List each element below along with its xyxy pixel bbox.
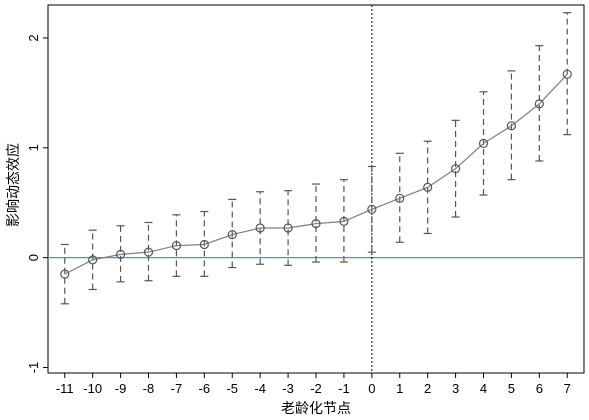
- data-point: [255, 223, 265, 233]
- x-tick-label: 2: [424, 381, 431, 396]
- y-tick-label: 0: [26, 254, 41, 261]
- y-tick-label: 1: [26, 144, 41, 151]
- data-point: [423, 182, 433, 192]
- data-point: [171, 240, 182, 251]
- y-axis-title: 影响动态效应: [5, 143, 22, 227]
- x-tick-label: -7: [171, 381, 183, 396]
- data-point: [199, 239, 209, 250]
- x-tick-label: 5: [508, 381, 515, 396]
- x-tick-label: -2: [310, 381, 322, 396]
- confidence-intervals: [60, 12, 572, 305]
- data-point: [534, 99, 544, 109]
- x-tick-label: 6: [536, 381, 543, 396]
- data-point: [450, 164, 461, 174]
- x-tick-label: -10: [83, 381, 102, 396]
- data-point: [395, 193, 405, 203]
- series-points: [60, 69, 572, 279]
- data-point: [283, 223, 293, 233]
- x-tick-label: -11: [56, 381, 74, 396]
- x-tick-label: -4: [254, 381, 266, 396]
- y-tick-label: -1: [26, 362, 41, 374]
- data-point: [311, 219, 321, 229]
- data-point: [115, 249, 126, 259]
- data-point: [339, 216, 349, 227]
- x-tick-label: 4: [480, 381, 487, 396]
- x-tick-label: -1: [338, 381, 350, 396]
- x-tick-label: 1: [396, 381, 403, 396]
- data-point: [88, 255, 98, 265]
- y-tick-label: 2: [26, 34, 41, 41]
- x-tick-label: -8: [143, 381, 155, 396]
- series-line-layer: [64, 73, 568, 275]
- x-tick-label: 3: [452, 381, 459, 396]
- x-tick-label: -5: [226, 381, 238, 396]
- data-point: [478, 138, 489, 149]
- data-point: [143, 247, 154, 257]
- x-tick-label: 7: [564, 381, 571, 396]
- data-point: [506, 121, 517, 131]
- x-tick-label: -9: [115, 381, 127, 396]
- data-point: [227, 229, 237, 240]
- x-tick-label: 0: [368, 381, 375, 396]
- series-line: [64, 73, 568, 275]
- data-point: [60, 269, 70, 279]
- x-tick-label: -3: [282, 381, 294, 396]
- data-point: [367, 204, 377, 214]
- x-axis-title: 老龄化节点: [281, 401, 351, 417]
- data-point: [562, 69, 572, 79]
- x-tick-label: -6: [199, 381, 211, 396]
